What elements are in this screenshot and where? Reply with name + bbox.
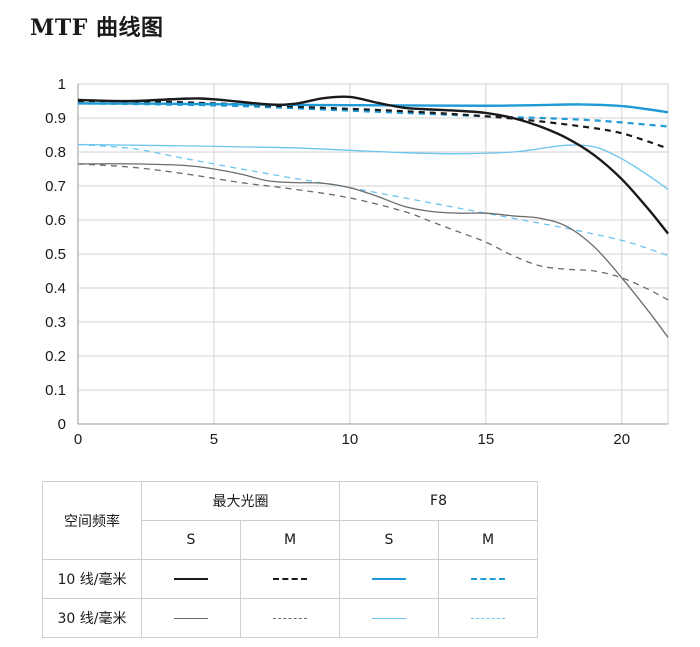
- legend-row-30lpmm: 30 线/毫米: [42, 598, 142, 638]
- mtf-chart: 00.10.20.30.40.50.60.70.80.910 5 10 15 20: [45, 76, 669, 448]
- series-line-max-10-M: [77, 99, 669, 150]
- y-tick-label: 0.3: [45, 314, 66, 331]
- y-tick-label: 0.8: [45, 144, 66, 161]
- legend-swatch-max-10-s: [141, 559, 241, 599]
- series-line-f8-30-S: [77, 143, 669, 190]
- legend-swatch-max-30-s: [141, 598, 241, 638]
- legend-swatch-max-30-m: [240, 598, 340, 638]
- chart-axes: [77, 83, 669, 425]
- y-tick-label: 0.1: [45, 382, 66, 399]
- legend-sub-m-max: M: [240, 520, 340, 560]
- series-line-max-30-S: [77, 163, 669, 338]
- y-tick-label: 0.9: [45, 110, 66, 127]
- series-line-max-30-M: [77, 163, 669, 301]
- legend-swatch-f8-10-m: [438, 559, 538, 599]
- x-tick-label: 20: [613, 431, 630, 448]
- chart-tick-labels: 00.10.20.30.40.50.60.70.80.910 5 10 15 20: [45, 76, 630, 448]
- series-line-f8-30-M: [77, 143, 669, 257]
- legend-swatch-f8-30-s: [339, 598, 439, 638]
- y-tick-label: 0: [58, 416, 66, 433]
- y-tick-label: 0.2: [45, 348, 66, 365]
- chart-series: [77, 95, 669, 338]
- series-line-f8-10-M: [77, 102, 669, 128]
- x-tick-label: 10: [342, 431, 359, 448]
- legend-row-10lpmm: 10 线/毫米: [42, 559, 142, 599]
- y-tick-label: 1: [58, 76, 66, 93]
- chart-title: MTF 曲线图: [30, 15, 164, 41]
- x-tick-label: 15: [477, 431, 494, 448]
- y-tick-label: 0.6: [45, 212, 66, 229]
- y-tick-label: 0.4: [45, 280, 66, 297]
- legend-sub-s-f8: S: [339, 520, 439, 560]
- y-tick-label: 0.5: [45, 246, 66, 263]
- series-line-max-10-S: [77, 95, 669, 235]
- legend-group-max-aperture: 最大光圈: [141, 481, 340, 521]
- legend-corner-label: 空间频率: [42, 481, 142, 560]
- legend-swatch-max-10-m: [240, 559, 340, 599]
- x-tick-label: 5: [210, 431, 218, 448]
- chart-grid: [78, 84, 668, 424]
- legend-sub-s-max: S: [141, 520, 241, 560]
- y-tick-label: 0.7: [45, 178, 66, 195]
- legend-swatch-f8-30-m: [438, 598, 538, 638]
- legend-group-f8: F8: [339, 481, 538, 521]
- legend-swatch-f8-10-s: [339, 559, 439, 599]
- legend-table: 空间频率 最大光圈 F8 S M S M 10 线/毫米 30 线/毫米: [42, 481, 538, 638]
- series-line-f8-10-S: [77, 102, 669, 114]
- x-tick-label: 0: [74, 431, 82, 448]
- legend-sub-m-f8: M: [438, 520, 538, 560]
